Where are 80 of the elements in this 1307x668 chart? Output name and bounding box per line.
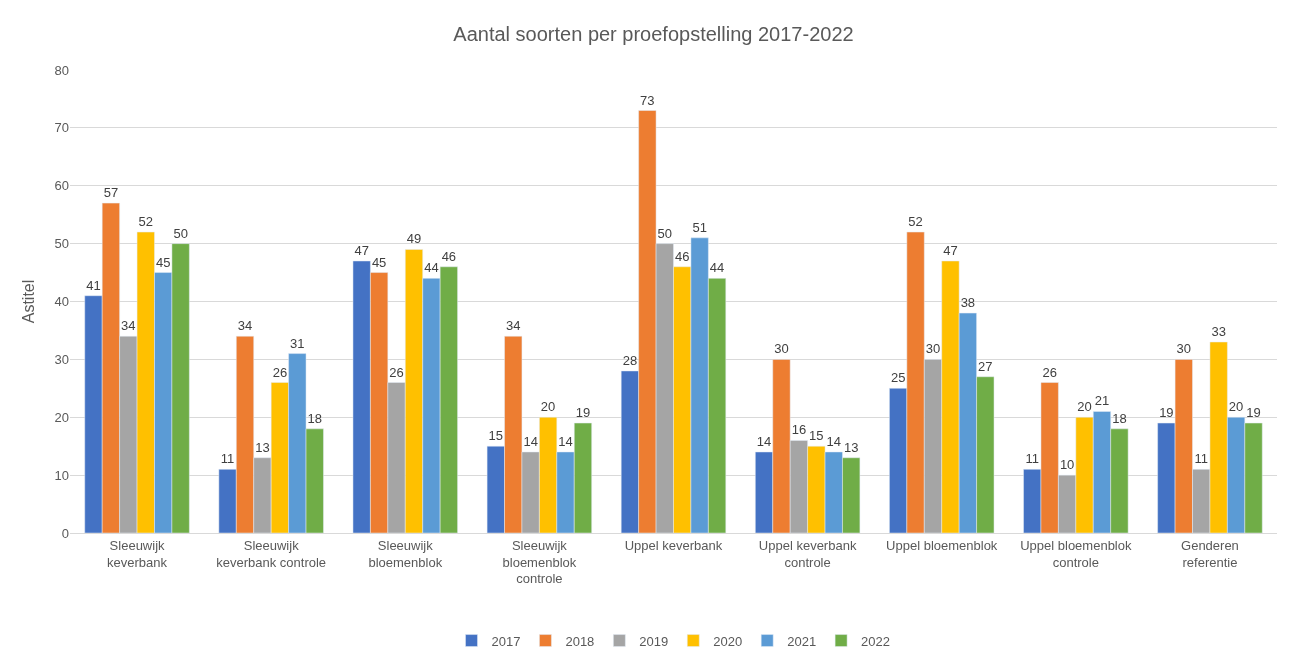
data-label: 15 [488, 428, 504, 444]
data-label: 52 [908, 214, 923, 230]
y-tick-label: 80 [54, 62, 69, 78]
data-label: 26 [389, 364, 404, 380]
data-label: 31 [290, 335, 305, 351]
y-tick-label: 30 [54, 351, 69, 367]
y-tick-label: 10 [54, 467, 69, 483]
data-label: 20 [1077, 399, 1092, 415]
data-label: 19 [1246, 405, 1261, 421]
data-label: 73 [640, 92, 655, 108]
x-tick-label: Sleeuwijk bloemenblok [368, 537, 443, 570]
data-label: 28 [622, 352, 638, 368]
data-label: 19 [1159, 405, 1174, 421]
data-label: 25 [890, 370, 906, 386]
data-label: 47 [943, 242, 958, 258]
legend-label: 2021 [787, 633, 817, 649]
data-label: 50 [173, 225, 188, 241]
data-label: 26 [1042, 364, 1057, 380]
data-label: 26 [272, 364, 288, 380]
x-tick-label: Uppel keverbank [624, 537, 723, 553]
x-tick-label: Sleeuwijk keverbank [107, 537, 168, 570]
data-label: 19 [575, 405, 591, 421]
data-label: 10 [1059, 457, 1075, 473]
data-label: 14 [826, 433, 841, 449]
data-label: 27 [978, 358, 993, 374]
y-axis-title: Astitel [20, 279, 38, 324]
data-label: 14 [558, 433, 573, 449]
legend-label: 2017 [491, 633, 521, 649]
data-label: 11 [1025, 451, 1039, 467]
data-label: 15 [809, 428, 824, 444]
data-label: 33 [1211, 324, 1226, 340]
y-tick-label: 60 [54, 178, 69, 194]
data-label: 41 [86, 277, 101, 293]
data-label: 49 [406, 231, 422, 247]
data-label: 34 [237, 318, 253, 334]
data-label: 44 [709, 260, 725, 276]
data-label: 34 [506, 318, 521, 334]
data-label: 30 [1176, 341, 1192, 357]
x-tick-label: Sleeuwijk bloemenblok controle [502, 537, 577, 587]
y-tick-label: 0 [61, 525, 69, 541]
data-label: 45 [155, 254, 171, 270]
data-label: 14 [523, 433, 538, 449]
data-label: 34 [121, 318, 136, 334]
legend-label: 2018 [565, 633, 595, 649]
data-label: 13 [255, 439, 270, 455]
data-label: 44 [424, 260, 439, 276]
data-label: 47 [354, 242, 369, 258]
y-tick-label: 70 [54, 120, 69, 136]
y-tick-label: 50 [54, 236, 69, 252]
legend-label: 2020 [713, 633, 743, 649]
legend-label: 2022 [861, 633, 891, 649]
data-label: 51 [692, 219, 707, 235]
legend-label: 2019 [639, 633, 669, 649]
data-label: 30 [925, 341, 941, 357]
data-label: 11 [1194, 451, 1208, 467]
x-tick-label: Uppel bloemenblok controle [1020, 537, 1132, 570]
data-label: 20 [540, 399, 556, 415]
x-tick-label: Uppel keverbank controle [758, 537, 857, 570]
y-tick-label: 20 [54, 409, 69, 425]
data-label: 50 [657, 225, 673, 241]
data-label: 45 [371, 254, 387, 270]
chart-title: Aantal soorten per proefopstelling 2017-2022 [453, 22, 854, 45]
data-label: 16 [791, 422, 807, 438]
data-label: 52 [138, 214, 154, 230]
x-tick-label: Genderen referentie [1181, 537, 1239, 570]
data-label: 20 [1228, 399, 1244, 415]
data-label: 38 [960, 295, 976, 311]
data-label: 18 [307, 410, 322, 426]
y-tick-label: 40 [54, 294, 69, 310]
x-tick-label: Uppel bloemenblok [886, 537, 998, 553]
data-label: 30 [774, 341, 789, 357]
data-label: 21 [1094, 393, 1110, 409]
data-label: 46 [441, 248, 457, 264]
data-label: 11 [220, 451, 235, 467]
data-label: 46 [674, 248, 690, 264]
data-label: 57 [103, 185, 119, 201]
data-label: 13 [843, 439, 859, 455]
data-label: 18 [1112, 410, 1127, 426]
data-label: 14 [756, 433, 772, 449]
x-tick-label: Sleeuwijk keverbank controle [216, 537, 327, 570]
